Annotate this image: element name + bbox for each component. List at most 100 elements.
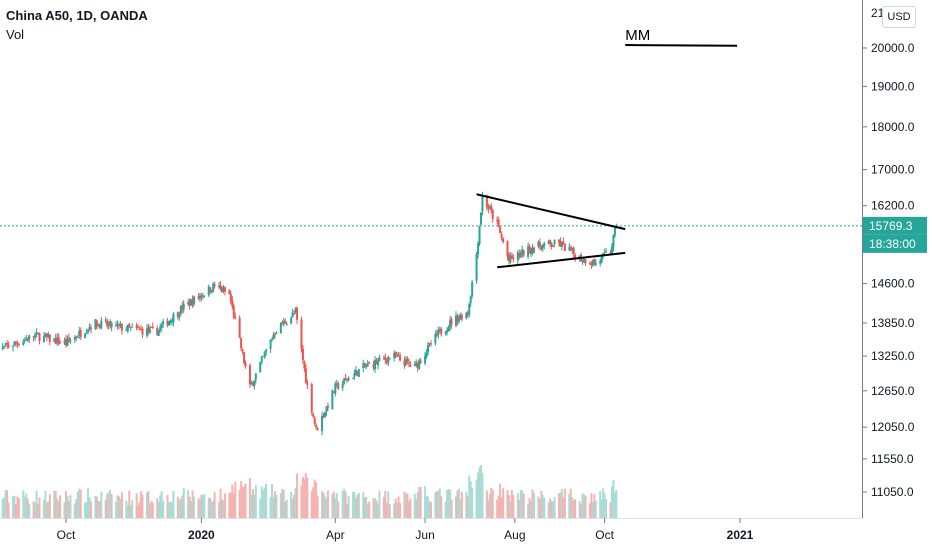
volume-bar [506,490,509,518]
candle-body [69,340,72,342]
candle-body [290,317,293,324]
candle-body [366,363,369,367]
volume-bar [156,498,159,518]
volume-bar [210,502,213,518]
candle-body [560,242,563,247]
volume-bar [354,498,357,518]
volume-bar [193,496,196,518]
candle-body [434,333,437,344]
candle-body [429,343,432,345]
volume-bar [104,499,107,518]
candle-body [187,302,190,305]
volume-bar [148,503,151,518]
candle-body [394,352,397,357]
volume-bar [209,498,212,518]
volume-bar [468,475,471,518]
candle-body [602,253,605,256]
candle-body [251,382,254,386]
candle-body [12,345,15,348]
candle-body [460,314,463,320]
candle-body [248,365,251,385]
volume-bar [290,492,293,518]
volume-bar [344,491,347,518]
volume-bar [293,494,296,518]
volume-bar [97,500,100,518]
candle-body [354,369,357,374]
candle-body [435,333,438,336]
candle-body [157,329,160,336]
candle-body [581,261,584,263]
volume-bar [590,493,593,518]
candle-body [424,355,427,364]
candle-body [3,345,6,347]
volume-bar [500,497,503,518]
candle-body [116,324,119,326]
candle-body [229,293,232,302]
time-tick-label: Jun [415,528,434,542]
volume-bar [128,490,131,518]
candle-body [388,358,391,360]
candle-body [507,254,510,261]
triangle-upper-trendline [476,193,626,231]
volume-bar [38,497,41,518]
candle-body [538,242,541,247]
candle-body [120,324,123,331]
candle-body [481,195,484,212]
candle-body [584,259,587,264]
volume-bar [303,479,306,518]
volume-bar [203,493,206,518]
volume-bar [4,490,7,518]
volume-bar [107,491,110,518]
candle-body [137,327,140,329]
candle-body [440,328,443,335]
volume-bar [14,504,17,518]
volume-bar [232,493,235,518]
volume-bar [491,489,494,518]
volume-bar [23,496,26,518]
time-tick-label: Oct [57,528,76,542]
candle-body [603,251,606,253]
candle-body [59,342,62,344]
candle-body [203,295,206,297]
volume-bar [115,501,118,518]
volume-bar [376,504,379,518]
candle-body [296,307,299,320]
volume-bar [459,499,462,518]
candle-body [37,332,40,334]
volume-bar [541,495,544,518]
volume-bar [223,493,226,518]
volume-bar [457,488,460,518]
candle-body [512,257,515,260]
volume-bar [140,491,143,518]
candle-body [197,296,200,298]
candle-body [135,325,138,328]
volume-bar [337,501,340,518]
candle-body [262,355,265,357]
candle-body [499,226,502,233]
candle-body [571,248,574,250]
volume-bar [294,487,297,518]
candle-body [176,312,179,317]
currency-button[interactable]: USD [882,6,916,28]
volume-bar [335,492,338,518]
volume-bar [490,488,493,518]
candle-body [550,243,553,247]
candle-body [407,362,410,364]
candle-body [106,320,109,327]
volume-bar [263,487,266,518]
volume-bar [362,492,365,518]
time-tick-label: Apr [326,528,345,542]
candle-body [45,333,48,338]
volume-bar [78,488,81,518]
candle-body [310,384,313,413]
candle-body [73,336,76,340]
volume-bar [75,499,78,518]
volume-bar [569,488,572,518]
volume-bar [527,503,530,518]
volume-bar [157,502,160,518]
volume-bar [313,479,316,518]
volume-bar [117,496,120,518]
volume-bar [615,490,618,518]
candle-body [485,195,488,208]
